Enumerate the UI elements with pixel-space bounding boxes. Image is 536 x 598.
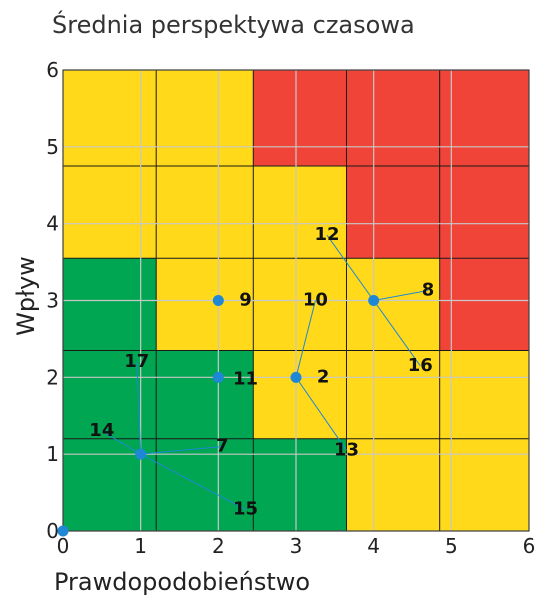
- leader-line-7: [140, 445, 223, 455]
- risk-zones: [63, 70, 529, 531]
- data-points: [57, 295, 380, 537]
- point-label-10: 10: [303, 290, 328, 311]
- y-tick-label: 4: [46, 212, 59, 236]
- y-axis-label: Wpływ: [12, 256, 40, 336]
- risk-zone-2: [253, 438, 347, 531]
- leader-line-10: [295, 300, 316, 378]
- risk-zone-10: [439, 70, 529, 351]
- risk-zone-4: [156, 258, 254, 351]
- x-tick-label: 1: [134, 534, 147, 558]
- chart-title: Średnia perspektywa czasowa: [52, 9, 415, 39]
- risk-zone-1: [156, 350, 254, 531]
- x-tick-label: 5: [445, 534, 458, 558]
- point-label-8: 8: [422, 280, 435, 301]
- data-point-4: [290, 371, 302, 383]
- point-label-11: 11: [233, 369, 258, 390]
- leader-line-15: [140, 453, 246, 510]
- risk-zone-5: [253, 166, 347, 439]
- leader-line-14: [101, 430, 141, 455]
- leader-line-8: [373, 290, 429, 301]
- x-tick-label: 3: [290, 534, 303, 558]
- x-axis-label: Prawdopodobieństwo: [54, 568, 310, 596]
- point-label-9: 9: [239, 290, 252, 311]
- risk-zone-8: [253, 70, 347, 167]
- data-point-5: [368, 295, 380, 306]
- point-label-17: 17: [124, 351, 149, 372]
- point-label-13: 13: [334, 439, 359, 460]
- x-tick-label: 2: [212, 534, 225, 558]
- point-label-7: 7: [216, 435, 229, 456]
- y-tick-label: 2: [46, 365, 59, 389]
- x-tick-label: 6: [523, 534, 536, 558]
- data-point-1: [135, 448, 147, 460]
- point-label-12: 12: [315, 224, 340, 245]
- plot-frame: [62, 69, 530, 532]
- point-label-16: 16: [408, 355, 433, 376]
- risk-zone-0: [63, 258, 157, 531]
- x-tick-label: 0: [57, 534, 70, 558]
- data-point-3: [212, 371, 224, 383]
- leader-line-12: [326, 234, 375, 301]
- data-point-0: [57, 525, 69, 537]
- risk-zone-7: [439, 350, 529, 531]
- y-tick-label: 3: [46, 289, 59, 313]
- risk-zone-9: [346, 70, 440, 259]
- leader-lines: [101, 234, 429, 510]
- y-tick-label: 1: [46, 442, 59, 466]
- leader-line-16: [373, 300, 421, 367]
- point-labels: 7 14 15 17 9 11 10 2 13 12 8 16: [89, 224, 434, 519]
- point-label-14: 14: [89, 420, 114, 441]
- risk-zone-3: [63, 70, 254, 259]
- y-tick-label: 6: [46, 58, 59, 82]
- y-tick-label: 0: [46, 519, 59, 543]
- y-tick-label: 5: [46, 135, 59, 159]
- x-tick-label: 4: [367, 534, 380, 558]
- point-label-2: 2: [317, 366, 330, 387]
- data-point-2: [212, 295, 224, 306]
- risk-zone-6: [346, 258, 440, 531]
- leader-line-17: [136, 361, 142, 455]
- point-label-15: 15: [233, 498, 258, 519]
- leader-line-13: [295, 377, 347, 451]
